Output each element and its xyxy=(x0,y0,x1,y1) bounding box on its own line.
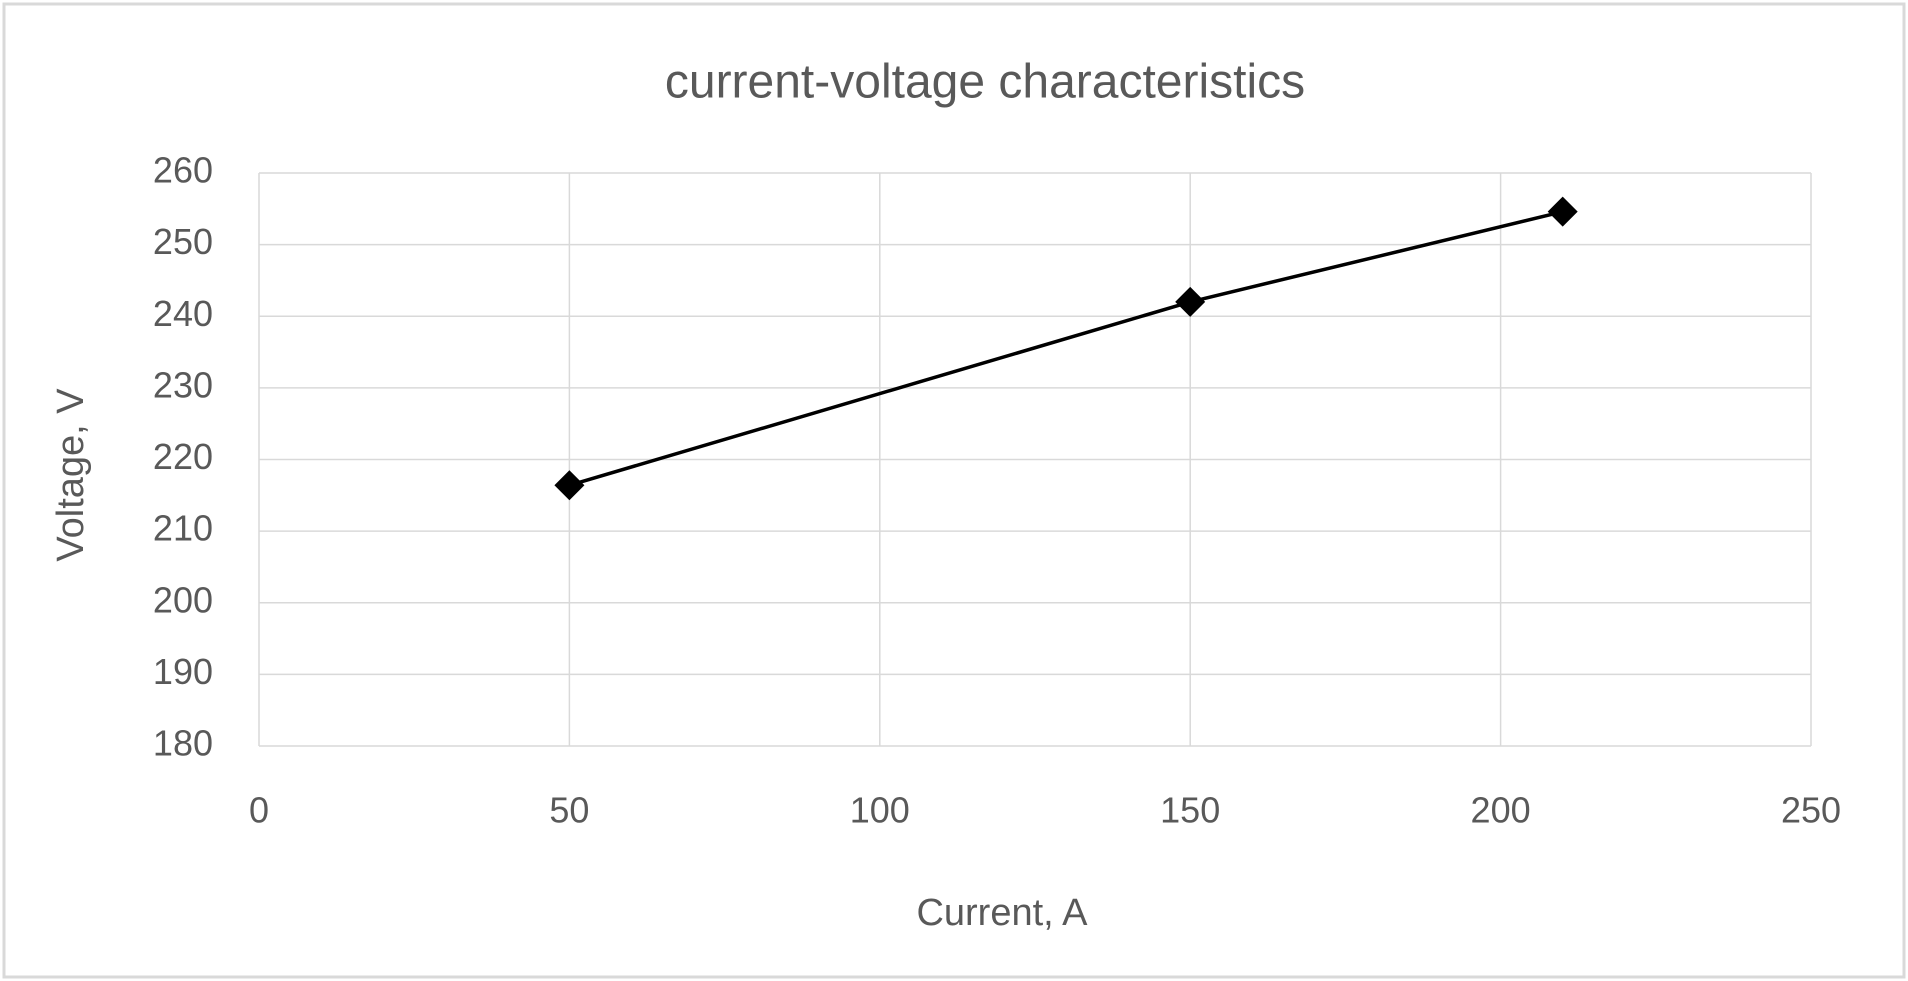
y-tick-label: 200 xyxy=(153,579,213,620)
data-point xyxy=(1547,196,1578,227)
x-tick-label: 250 xyxy=(1781,790,1841,831)
y-tick-label: 240 xyxy=(153,293,213,334)
data-point xyxy=(1175,286,1206,317)
y-tick-label: 220 xyxy=(153,436,213,477)
x-tick-label: 200 xyxy=(1471,790,1531,831)
y-tick-label: 250 xyxy=(153,221,213,262)
y-tick-label: 260 xyxy=(153,150,213,191)
x-axis-title: Current, A xyxy=(916,892,1088,934)
x-tick-label: 0 xyxy=(249,790,269,831)
x-tick-label: 50 xyxy=(549,790,589,831)
y-axis-title: Voltage, V xyxy=(50,388,92,562)
chart-title: current-voltage characteristics xyxy=(665,56,1305,109)
y-tick-label: 180 xyxy=(153,723,213,764)
y-tick-label: 190 xyxy=(153,651,213,692)
x-tick-label: 100 xyxy=(850,790,910,831)
y-tick-label: 210 xyxy=(153,508,213,549)
x-tick-label: 150 xyxy=(1160,790,1220,831)
data-point xyxy=(554,470,585,501)
y-tick-label: 230 xyxy=(153,364,213,405)
